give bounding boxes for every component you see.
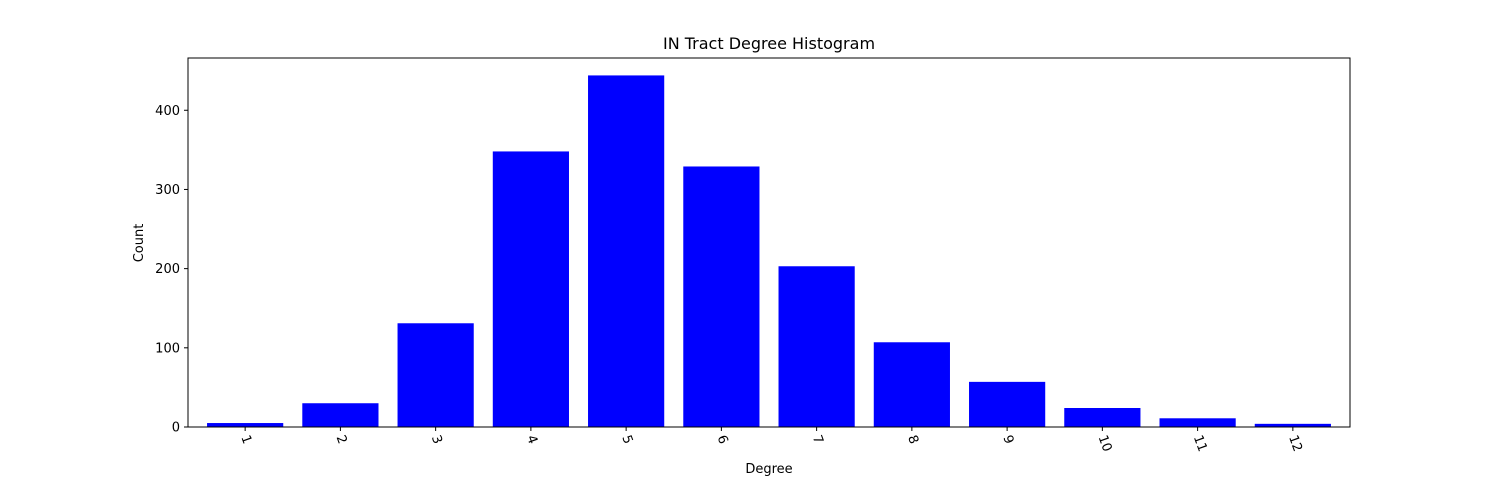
y-tick-label-200: 200: [155, 262, 180, 277]
bar-2: [302, 403, 379, 427]
x-tick-label-4: 4: [523, 433, 540, 446]
x-tick-label-7: 7: [809, 433, 826, 446]
x-tick-label-9: 9: [999, 433, 1016, 446]
bar-11: [1159, 418, 1236, 427]
axes-frame: [187, 57, 1351, 428]
x-tick-label-2: 2: [333, 433, 350, 446]
x-tick-label-10: 10: [1095, 433, 1115, 454]
x-axis-label: Degree: [745, 462, 792, 477]
x-tick-label-6: 6: [714, 433, 731, 446]
y-axis-label: Count: [132, 224, 147, 263]
x-tick-label-1: 1: [237, 433, 254, 446]
x-tick-label-3: 3: [428, 433, 445, 446]
x-tick-label-11: 11: [1190, 433, 1210, 454]
bar-3: [397, 323, 474, 427]
bar-1: [207, 423, 284, 427]
y-tick-label-400: 400: [155, 104, 180, 119]
bar-10: [1064, 408, 1141, 427]
x-tick-label-5: 5: [618, 433, 635, 446]
bar-12: [1254, 423, 1331, 427]
bar-4: [492, 151, 569, 427]
bar-7: [778, 266, 855, 427]
y-tick-label-100: 100: [155, 341, 180, 356]
bar-8: [873, 342, 950, 427]
y-tick-label-0: 0: [172, 421, 180, 436]
x-tick-label-8: 8: [904, 433, 921, 446]
bar-6: [683, 166, 760, 428]
bar-9: [969, 381, 1046, 427]
x-tick-label-12: 12: [1285, 433, 1305, 454]
y-tick-label-300: 300: [155, 183, 180, 198]
bar-5: [588, 75, 665, 428]
chart-title: IN Tract Degree Histogram: [663, 34, 875, 53]
